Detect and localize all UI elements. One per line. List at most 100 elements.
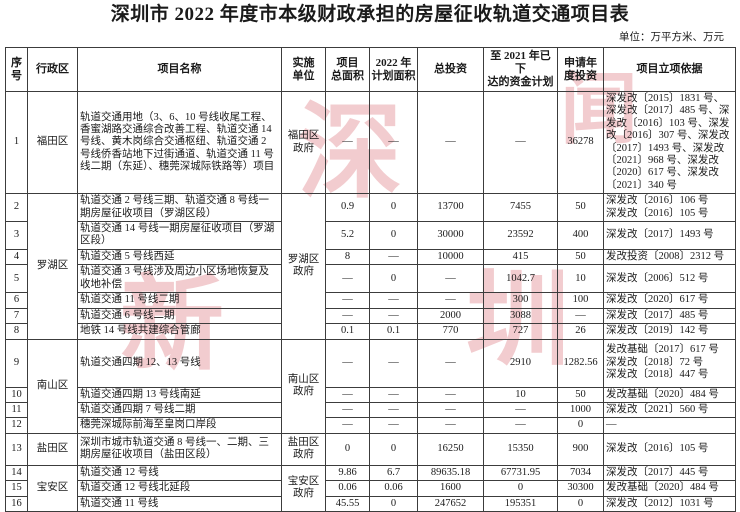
cell-year-investment: 0 (557, 495, 604, 512)
cell-project-name: 轨道交通 5 号线西延 (77, 248, 282, 266)
cell-plan-area: — (369, 338, 418, 388)
cell-plan-area: 6.7 (369, 464, 418, 482)
cell-project-name: 轨道交通 11 号线二期 (77, 292, 282, 309)
cell-district: 盐田区 (27, 432, 78, 466)
cell-allocated-funds: 415 (483, 248, 558, 266)
table-row[interactable]: 3 轨道交通 14 号线一期房屋征收项目（罗湖区段） 5.2 0 30000 23592 4… (5, 221, 736, 250)
cell-plan-area: — (369, 90, 418, 195)
cell-project-basis: 深发改〔2019〕142 号 (603, 323, 736, 340)
cell-total-investment: — (417, 292, 484, 309)
cell-district: 福田区 (27, 90, 78, 195)
cell-allocated-funds: — (483, 401, 558, 419)
cell-project-basis: 深发改〔2017〕445 号 (603, 464, 736, 482)
unit-note: 单位：万平方米、万元 (619, 32, 724, 43)
table-row[interactable]: 2 罗湖区 轨道交通 2 号线三期、轨道交通 8 号线一期房屋征收项目（罗湖区段）罗… (5, 193, 736, 340)
cell-total-investment: 13700 (417, 193, 484, 223)
cell-project-basis: 发改基础〔2020〕484 号 (603, 386, 736, 403)
cell-year-investment: 50 (557, 386, 604, 403)
header-funds-line1: 至 2021 年已下 (490, 50, 551, 75)
cell-plan-area: 0.1 (369, 323, 418, 340)
cell-total-investment: — (417, 386, 484, 403)
cell-project-name: 轨道交通四期 12、13 号线 (77, 338, 282, 388)
header-seq-line1: 序 (11, 56, 22, 69)
table-header: 序 号 行政区 项目名称 实施 单位 项目 总面积 2022 年 (5, 47, 736, 92)
cell-district: 宝安区 (27, 464, 78, 512)
cell-allocated-funds: — (483, 90, 558, 195)
cell-project-basis: 深发改〔2016〕106 号深发改〔2016〕105 号 (603, 193, 736, 223)
cell-allocated-funds: 23592 (483, 221, 558, 250)
cell-total-area: — (325, 90, 370, 195)
cell-total-area: 0 (325, 432, 370, 466)
cell-sequence: 3 (5, 221, 28, 250)
cell-plan-area: 0 (369, 264, 418, 294)
cell-plan-area: 0.06 (369, 480, 418, 497)
cell-total-investment: — (417, 401, 484, 419)
cell-project-name: 轨道交通四期 7 号线二期 (77, 401, 282, 419)
table-row[interactable]: 1 福田区 轨道交通用地（3、6、10 号线收尾工程、香蜜湖路交通综合改善工程、轨道… (5, 90, 736, 195)
cell-implementing-unit: 罗湖区 政府 (281, 193, 326, 340)
cell-sequence: 5 (5, 264, 28, 294)
table-row[interactable]: 16 轨道交通 11 号线 45.55 0 247652 195351 0 深发改〔2012〕… (5, 495, 736, 512)
cell-year-investment: 1000 (557, 401, 604, 419)
cell-plan-area: 0 (369, 193, 418, 223)
cell-project-name: 轨道交通 12 号线北延段 (77, 480, 282, 497)
cell-year-investment: 900 (557, 432, 604, 466)
table-row[interactable]: 14 宝安区 轨道交通 12 号线 宝安区 政府 9.86 6.7 89635.18 67731… (5, 464, 736, 512)
table-body: 1 福田区 轨道交通用地（3、6、10 号线收尾工程、香蜜湖路交通综合改善工程、轨道… (5, 90, 736, 512)
cell-total-area: — (325, 338, 370, 388)
cell-project-basis: 深发改〔2012〕1031 号 (603, 495, 736, 512)
cell-plan-area: 0 (369, 495, 418, 512)
cell-project-basis: 深发改〔2016〕105 号 (603, 432, 736, 466)
table-row[interactable]: 13 盐田区 深圳市城市轨道交通 8 号线一、二期、三期房屋征收项目（盐田区段） 盐田… (5, 432, 736, 466)
cell-district: 南山区 (27, 338, 78, 434)
table-row[interactable]: 8 地铁 14 号线共建综合管廊 0.1 0.1 770 727 26 深发改〔2019〕14… (5, 323, 736, 340)
cell-total-investment: 89635.18 (417, 464, 484, 482)
header-total-area: 项目 总面积 (325, 47, 370, 92)
cell-plan-area: — (369, 401, 418, 419)
table-row[interactable]: 5 轨道交通 3 号线涉及周边小区场地恢复及收地补偿 —0—1042.7 10 深发改〔… (5, 264, 736, 294)
table-row[interactable]: 15 轨道交通 12 号线北延段 0.06 0.06 1600 0 30300 发改基础〔20… (5, 480, 736, 497)
cell-allocated-funds: 15350 (483, 432, 558, 466)
cell-allocated-funds: 300 (483, 292, 558, 309)
header-seq: 序 号 (5, 47, 28, 92)
table-row[interactable]: 10 轨道交通四期 13 号线南延 — — —10 50 发改基础〔2020〕484 号 (5, 386, 736, 403)
cell-plan-area: 0 (369, 221, 418, 250)
table-row[interactable]: 7 轨道交通 6 号线二期 — —2000 3088— 深发改〔2017〕485 号 (5, 307, 736, 325)
table-row[interactable]: 12 穗莞深城际前海至皇岗口岸段 — — — —0— (5, 417, 736, 434)
table-row[interactable]: 6 轨道交通 11 号线二期 — — —300 100 深发改〔2020〕617 号 (5, 292, 736, 309)
cell-year-investment: 100 (557, 292, 604, 309)
cell-project-basis: 发改投资〔2008〕2312 号 (603, 248, 736, 266)
cell-total-area: — (325, 292, 370, 309)
cell-project-basis: 深发改〔2017〕1493 号 (603, 221, 736, 250)
cell-total-area: 0.1 (325, 323, 370, 340)
cell-district: 罗湖区 (27, 193, 78, 340)
cell-allocated-funds: 727 (483, 323, 558, 340)
table-row[interactable]: 4 轨道交通 5 号线西延 8—10000 415 50 发改投资〔2008〕2312 号 (5, 248, 736, 266)
cell-plan-area: — (369, 417, 418, 434)
page-title: 深圳市 2022 年度市本级财政承担的房屋征收轨道交通项目表 (110, 4, 630, 25)
cell-project-basis: 深发改〔2017〕485 号 (603, 307, 736, 325)
table-row[interactable]: 9 南山区 轨道交通四期 12、13 号线 南山区 政府 — — —2910 1282.56 发改… (5, 338, 736, 434)
cell-plan-area: — (369, 386, 418, 403)
cell-total-investment: 10000 (417, 248, 484, 266)
header-total-area-line1: 项目 (336, 56, 359, 69)
cell-project-basis: 深发改〔2021〕560 号 (603, 401, 736, 419)
cell-sequence: 6 (5, 292, 28, 309)
cell-project-basis: 深发改〔2015〕1831 号、深发改〔2017〕485 号、深发改〔2016〕… (603, 90, 736, 195)
cell-year-investment: 10 (557, 264, 604, 294)
header-year-invest-line1: 申请年 (564, 56, 597, 69)
cell-year-investment: 1282.56 (557, 338, 604, 388)
cell-total-area: 45.55 (325, 495, 370, 512)
cell-project-name: 轨道交通 2 号线三期、轨道交通 8 号线一期房屋征收项目（罗湖区段） (77, 193, 282, 223)
header-project-basis: 项目立项依据 (603, 47, 736, 92)
cell-project-name: 穗莞深城际前海至皇岗口岸段 (77, 417, 282, 434)
table-row[interactable]: 11 轨道交通四期 7 号线二期 — — — —1000 深发改〔2021〕560 号 (5, 401, 736, 419)
header-funds-line2: 达的资金计划 (487, 76, 554, 88)
cell-total-area: — (325, 386, 370, 403)
cell-allocated-funds: 1042.7 (483, 264, 558, 294)
cell-project-name: 深圳市城市轨道交通 8 号线一、二期、三期房屋征收项目（盐田区段） (77, 432, 282, 466)
header-unit-line1: 实施 (292, 56, 315, 69)
cell-implementing-unit: 盐田区 政府 (281, 432, 326, 466)
cell-year-investment: 26 (557, 323, 604, 340)
cell-total-investment: 247652 (417, 495, 484, 512)
